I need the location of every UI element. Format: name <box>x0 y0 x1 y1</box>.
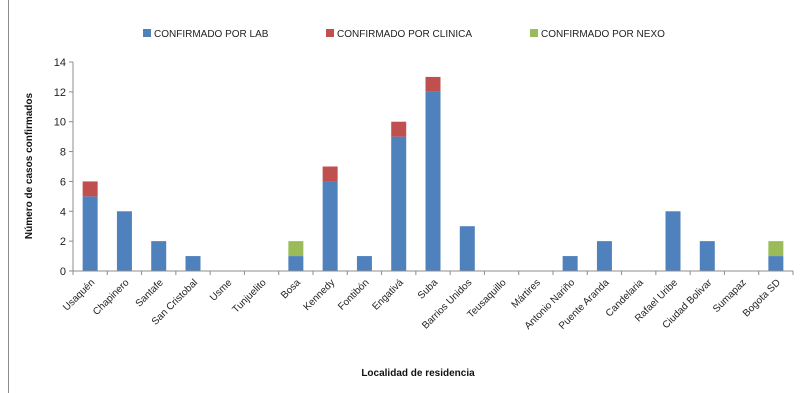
x-tick-label: Usme <box>208 277 235 304</box>
axes <box>69 61 794 275</box>
y-tick-label: 0 <box>60 266 66 278</box>
y-tick-label: 6 <box>60 176 66 188</box>
legend-label: CONFIRMADO POR LAB <box>154 29 269 40</box>
y-tick-label: 10 <box>54 117 66 129</box>
x-tick-label: Chapinero <box>91 277 132 318</box>
bar-nexo <box>768 241 784 257</box>
x-tick-label: Bogota SD <box>741 277 783 319</box>
y-tick-label: 8 <box>60 147 66 159</box>
legend-swatch <box>143 29 151 37</box>
x-tick-label: Bosa <box>279 277 303 301</box>
bar-clinica <box>322 166 338 182</box>
bar-lab <box>665 211 681 271</box>
x-tick-label: Kennedy <box>302 277 338 313</box>
bar-lab <box>356 256 372 271</box>
bar-lab <box>116 211 132 271</box>
y-tick-labels: 0 2 4 6 8 10 12 14 <box>54 57 66 278</box>
bar-clinica <box>425 76 441 92</box>
legend-label: CONFIRMADO POR NEXO <box>541 29 665 40</box>
bar-lab <box>699 241 715 271</box>
x-tick-label: Mártires <box>510 277 543 310</box>
bar-lab <box>288 256 304 271</box>
bar-clinica <box>391 121 407 137</box>
bar-lab <box>459 226 475 271</box>
x-tick-label: Suba <box>416 277 441 302</box>
x-tick-label: Tunjuelito <box>231 277 269 315</box>
bar-lab <box>322 181 338 271</box>
y-axis-title: Número de casos confirmados <box>24 92 35 239</box>
bars <box>82 76 784 271</box>
bar-lab <box>562 256 578 271</box>
bar-lab <box>391 136 407 271</box>
stacked-bar-chart: CONFIRMADO POR LAB CONFIRMADO POR CLINICA… <box>24 29 794 379</box>
y-tick-label: 4 <box>60 206 66 218</box>
y-tick-label: 14 <box>54 57 66 69</box>
y-tick-label: 2 <box>60 236 66 248</box>
bar-lab <box>768 256 784 271</box>
bar-lab <box>82 196 98 271</box>
y-tick-label: 12 <box>54 87 66 99</box>
legend-swatch <box>326 29 334 37</box>
x-tick-label: Fontibón <box>336 277 371 312</box>
bar-lab <box>425 91 441 271</box>
bar-lab <box>185 256 201 271</box>
bar-lab <box>596 241 612 271</box>
bar-nexo <box>288 241 304 257</box>
legend-swatch <box>530 29 538 37</box>
x-tick-label: Santafe <box>134 277 166 309</box>
legend-label: CONFIRMADO POR CLINICA <box>337 29 472 40</box>
bar-clinica <box>82 181 98 197</box>
x-axis-title: Localidad de residencia <box>361 368 475 379</box>
chart-frame: CONFIRMADO POR LAB CONFIRMADO POR CLINICA… <box>8 0 801 393</box>
legend: CONFIRMADO POR LAB CONFIRMADO POR CLINICA… <box>143 29 665 40</box>
x-tick-label: Engativá <box>371 277 407 313</box>
bar-lab <box>151 241 167 271</box>
